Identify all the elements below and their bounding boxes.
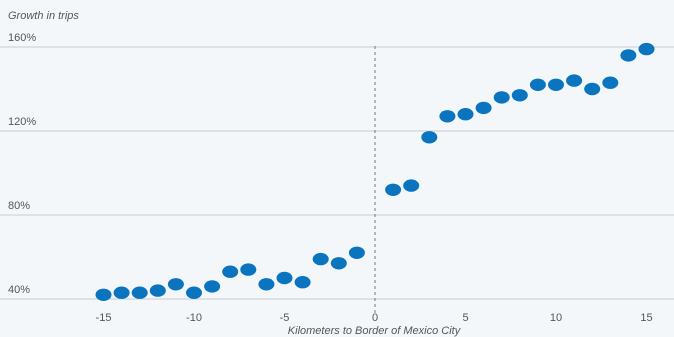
data-point	[294, 276, 311, 289]
data-point	[240, 263, 257, 276]
data-point	[113, 286, 130, 299]
data-point	[149, 284, 166, 297]
data-point	[475, 101, 492, 115]
y-axis-label: Growth in trips	[8, 10, 79, 22]
data-point	[529, 78, 546, 92]
y-tick-label: 160%	[8, 32, 36, 44]
x-axis-label: Kilometers to Border of Mexico City	[288, 325, 462, 337]
data-point	[167, 278, 184, 291]
data-point	[511, 89, 528, 102]
data-point	[312, 252, 329, 266]
data-point	[403, 179, 420, 192]
data-point	[638, 42, 655, 56]
data-point	[348, 246, 365, 259]
x-tick-label: 10	[550, 312, 562, 324]
data-point	[602, 76, 619, 89]
x-tick-label: 15	[640, 312, 652, 324]
data-point	[620, 49, 637, 62]
x-tick-label: 5	[462, 312, 468, 324]
data-point	[385, 183, 402, 196]
data-point	[276, 271, 293, 285]
data-point	[222, 265, 239, 278]
data-point	[95, 288, 112, 301]
y-tick-label: 120%	[8, 116, 36, 128]
data-point	[186, 286, 202, 299]
data-point	[439, 110, 456, 123]
data-point	[548, 78, 564, 92]
data-point	[457, 108, 474, 121]
data-point	[493, 91, 510, 104]
x-tick-label: -10	[186, 312, 202, 324]
x-tick-label: -15	[96, 312, 112, 324]
data-point	[421, 131, 438, 144]
data-point	[566, 74, 583, 87]
data-point	[131, 286, 148, 299]
data-point	[204, 280, 221, 293]
data-point	[584, 82, 601, 96]
y-tick-label: 80%	[8, 200, 30, 212]
y-tick-label: 40%	[8, 284, 30, 296]
data-point	[330, 257, 347, 270]
data-point	[258, 278, 275, 291]
x-tick-label: 0	[372, 312, 378, 324]
x-tick-label: -5	[280, 312, 290, 324]
